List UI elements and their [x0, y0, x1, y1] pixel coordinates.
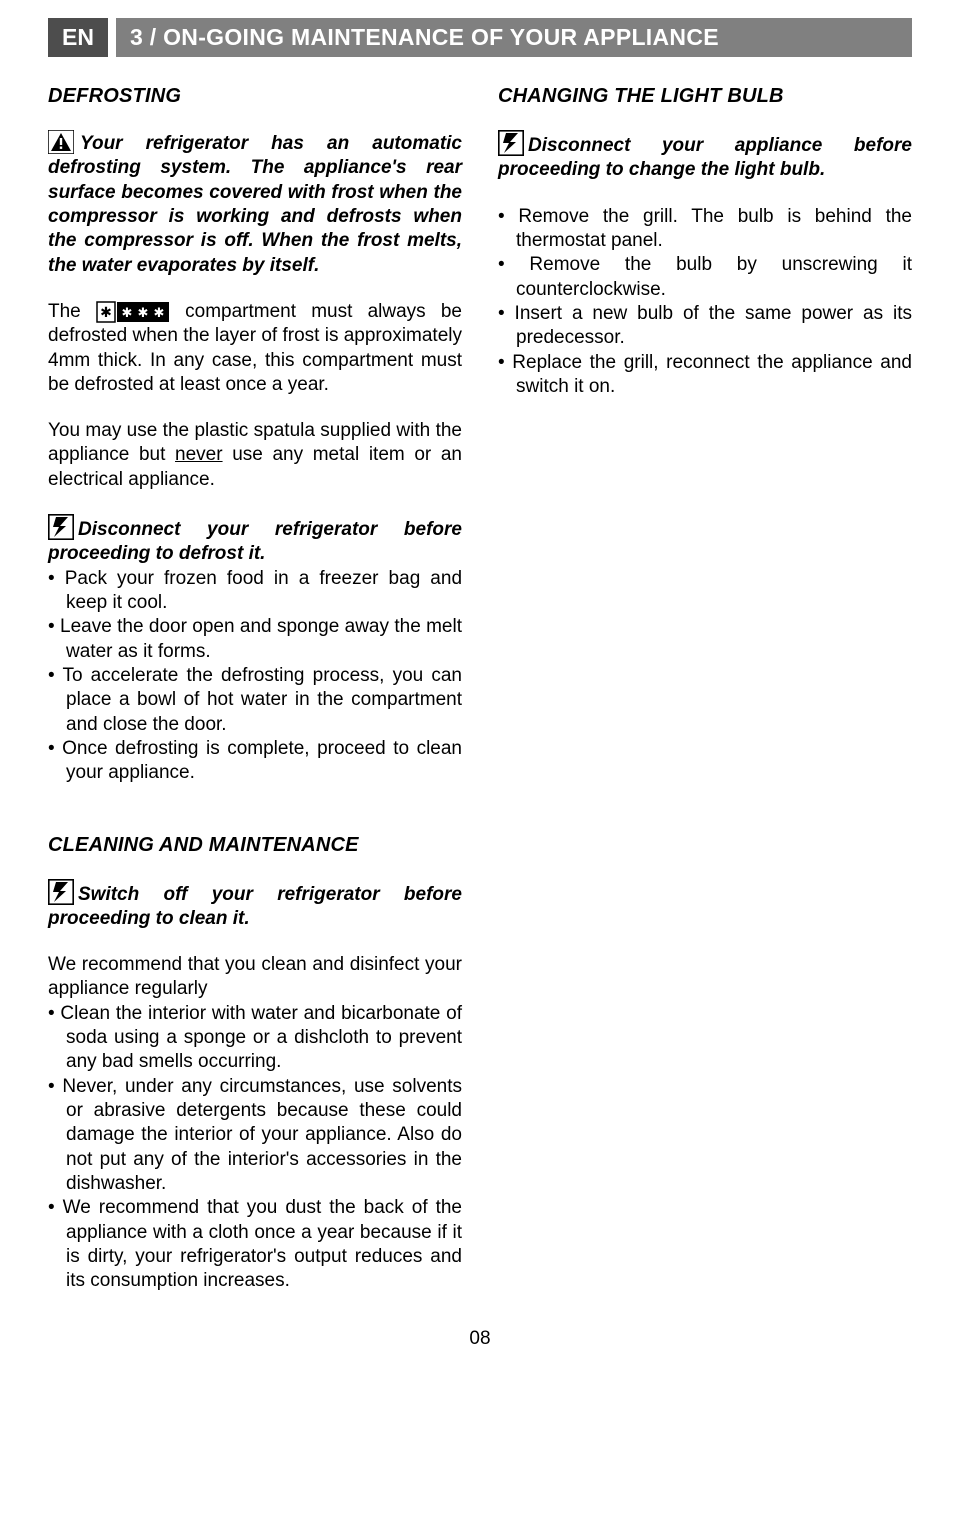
- cleaning-steps-list: Clean the interior with water and bicarb…: [48, 1002, 462, 1294]
- cleaning-switchoff-note: Switch off your refrigerator before proc…: [48, 879, 462, 932]
- para3-underline: never: [175, 444, 223, 465]
- defrosting-warn-text: Your refrigerator has an automatic defro…: [48, 133, 462, 276]
- bulb-disconnect-text: Disconnect your appliance before proceed…: [498, 135, 912, 180]
- list-item: Insert a new bulb of the same power as i…: [498, 302, 912, 351]
- electrical-hazard-icon: [48, 879, 74, 905]
- header-bar: EN 3 / ON-GOING MAINTENANCE OF YOUR APPL…: [48, 18, 912, 57]
- list-item: To accelerate the defrosting process, yo…: [48, 664, 462, 737]
- cleaning-intro: We recommend that you clean and disinfec…: [48, 953, 462, 1002]
- header-title: 3 / ON-GOING MAINTENANCE OF YOUR APPLIAN…: [116, 18, 912, 57]
- header-lang: EN: [48, 18, 108, 57]
- list-item: Leave the door open and sponge away the …: [48, 615, 462, 664]
- svg-text:✱: ✱: [100, 304, 112, 320]
- bulb-steps-list: Remove the grill. The bulb is behind the…: [498, 205, 912, 400]
- defrost-disconnect-text: Disconnect your refrigerator before proc…: [48, 519, 462, 564]
- cleaning-switchoff-text: Switch off your refrigerator before proc…: [48, 884, 462, 929]
- warning-triangle-icon: [48, 130, 74, 154]
- list-item: Once defrosting is complete, proceed to …: [48, 737, 462, 786]
- electrical-hazard-icon: [48, 514, 74, 540]
- section-title-cleaning: CLEANING AND MAINTENANCE: [48, 834, 462, 857]
- list-item: Remove the bulb by unscrewing it counter…: [498, 253, 912, 302]
- list-item: Pack your frozen food in a freezer bag a…: [48, 567, 462, 616]
- bulb-disconnect-note: Disconnect your appliance before proceed…: [498, 130, 912, 183]
- list-item: Never, under any circumstances, use solv…: [48, 1075, 462, 1197]
- svg-text:✱: ✱: [153, 305, 164, 320]
- defrost-steps-list: Pack your frozen food in a freezer bag a…: [48, 567, 462, 786]
- electrical-hazard-icon: [498, 130, 524, 156]
- list-item: Clean the interior with water and bicarb…: [48, 1002, 462, 1075]
- list-item: We recommend that you dust the back of t…: [48, 1196, 462, 1293]
- defrosting-stars-paragraph: The ✱ ✱ ✱ ✱ compartment must always be d…: [48, 300, 462, 397]
- page-number: 08: [48, 1328, 912, 1350]
- list-item: Remove the grill. The bulb is behind the…: [498, 205, 912, 254]
- freezer-stars-icon: ✱ ✱ ✱ ✱: [96, 301, 170, 323]
- section-title-bulb: CHANGING THE LIGHT BULB: [498, 85, 912, 108]
- svg-text:✱: ✱: [121, 305, 132, 320]
- para2-pre: The: [48, 301, 96, 322]
- svg-text:✱: ✱: [137, 305, 148, 320]
- defrosting-warning-paragraph: Your refrigerator has an automatic defro…: [48, 130, 462, 278]
- defrost-disconnect-note: Disconnect your refrigerator before proc…: [48, 514, 462, 567]
- section-title-defrosting: DEFROSTING: [48, 85, 462, 108]
- list-item: Replace the grill, reconnect the applian…: [498, 351, 912, 400]
- defrosting-spatula-paragraph: You may use the plastic spatula supplied…: [48, 419, 462, 492]
